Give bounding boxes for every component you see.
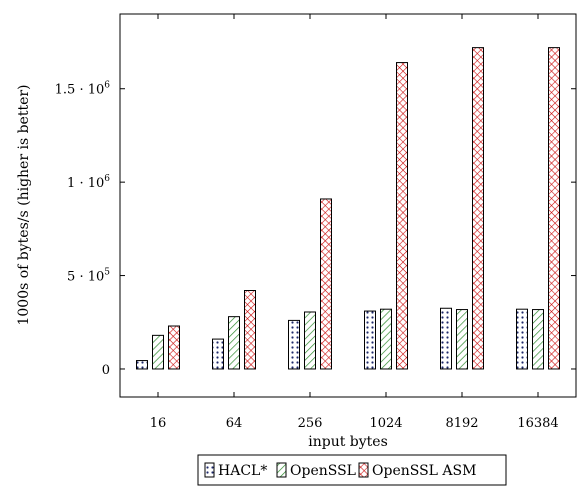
bar-openssl: [533, 310, 544, 369]
plot-area: [137, 48, 560, 369]
x-tick-label: 8192: [445, 416, 478, 431]
y-tick-label: 5 · 105: [67, 268, 110, 285]
y-tick-label: 1 · 106: [67, 174, 110, 191]
x-tick-label: 64: [226, 416, 243, 431]
bar-hacl-: [517, 309, 528, 369]
legend-swatch: [277, 463, 286, 477]
bar-openssl: [229, 317, 240, 369]
y-tick-label: 1.5 · 106: [55, 81, 111, 98]
y-tick-label: 0: [102, 363, 110, 378]
bar-openssl-asm: [397, 63, 408, 369]
x-axis-label: input bytes: [308, 434, 388, 450]
legend: HACL* OpenSSL OpenSSL ASM: [198, 455, 506, 485]
bar-openssl-asm: [245, 291, 256, 369]
bar-openssl: [457, 310, 468, 369]
bar-hacl-: [441, 308, 452, 369]
bar-hacl-: [213, 339, 224, 369]
bar-openssl-asm: [549, 48, 560, 369]
bar-hacl-: [137, 361, 148, 369]
x-tick-label: 1024: [369, 416, 402, 431]
bar-hacl-: [365, 311, 376, 369]
legend-label: OpenSSL ASM: [372, 463, 476, 479]
bar-openssl: [305, 312, 316, 369]
bar-openssl-asm: [321, 199, 332, 369]
plot-frame: [120, 14, 576, 397]
legend-label: OpenSSL: [290, 463, 356, 479]
x-tick-label: 16: [150, 416, 167, 431]
legend-swatch: [205, 463, 214, 477]
bar-openssl: [153, 335, 164, 369]
legend-label: HACL*: [218, 463, 267, 479]
bar-hacl-: [289, 320, 300, 369]
legend-swatch: [359, 463, 368, 477]
y-axis-label: 1000s of bytes/s (higher is better): [16, 84, 32, 325]
bar-openssl-asm: [169, 326, 180, 369]
x-tick-label: 256: [298, 416, 323, 431]
x-tick-label: 16384: [517, 416, 558, 431]
bar-openssl-asm: [473, 48, 484, 369]
bar-openssl: [381, 309, 392, 369]
